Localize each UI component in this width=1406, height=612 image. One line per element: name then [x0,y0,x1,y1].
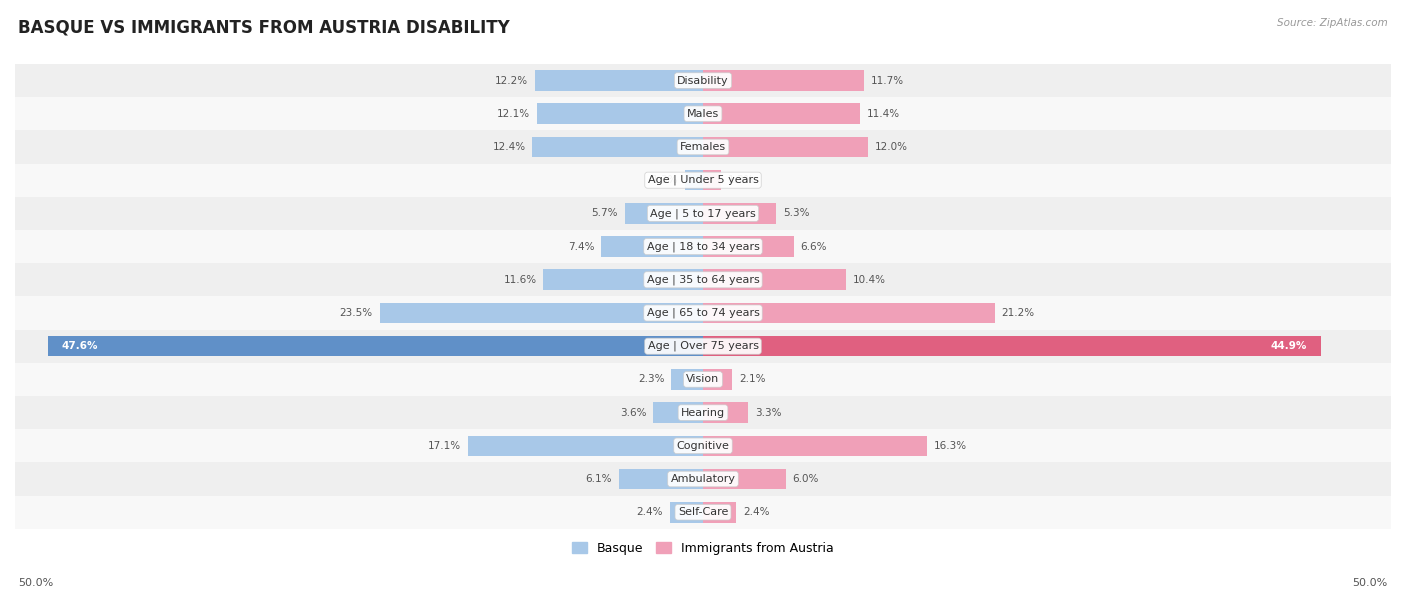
Bar [703,203,776,223]
Text: 12.4%: 12.4% [492,142,526,152]
Text: Age | Over 75 years: Age | Over 75 years [648,341,758,351]
Text: Females: Females [681,142,725,152]
Text: BASQUE VS IMMIGRANTS FROM AUSTRIA DISABILITY: BASQUE VS IMMIGRANTS FROM AUSTRIA DISABI… [18,18,510,36]
Bar [619,469,703,490]
Bar [0,396,1406,429]
Text: Vision: Vision [686,375,720,384]
Bar [543,269,703,290]
Bar [703,103,860,124]
Bar [703,70,865,91]
Bar [685,170,703,190]
Text: Males: Males [688,109,718,119]
Bar [0,163,1406,197]
Text: 11.7%: 11.7% [870,75,904,86]
Bar [703,170,721,190]
Bar [536,70,703,91]
Bar [380,303,703,323]
Text: 11.4%: 11.4% [866,109,900,119]
Text: 2.3%: 2.3% [638,375,665,384]
Text: Age | 35 to 64 years: Age | 35 to 64 years [647,275,759,285]
Bar [703,436,928,456]
Bar [0,263,1406,296]
Text: 6.6%: 6.6% [800,242,827,252]
Text: Age | 5 to 17 years: Age | 5 to 17 years [650,208,756,218]
Text: Ambulatory: Ambulatory [671,474,735,484]
Text: Source: ZipAtlas.com: Source: ZipAtlas.com [1277,18,1388,28]
Bar [624,203,703,223]
Bar [0,330,1406,363]
Text: Self-Care: Self-Care [678,507,728,517]
Text: Age | 65 to 74 years: Age | 65 to 74 years [647,308,759,318]
Bar [602,236,703,257]
Text: 17.1%: 17.1% [427,441,461,451]
Text: 3.3%: 3.3% [755,408,782,417]
Text: 6.0%: 6.0% [793,474,818,484]
Bar [0,230,1406,263]
Text: 47.6%: 47.6% [62,341,98,351]
Bar [48,336,703,357]
Text: 50.0%: 50.0% [1353,578,1388,588]
Bar [0,197,1406,230]
Text: 2.4%: 2.4% [742,507,769,517]
Bar [0,296,1406,330]
Text: 5.7%: 5.7% [591,208,617,218]
Bar [0,429,1406,463]
Bar [0,463,1406,496]
Bar [671,369,703,390]
Bar [654,402,703,423]
Bar [533,136,703,157]
Bar [0,496,1406,529]
Bar [703,303,994,323]
Text: 11.6%: 11.6% [503,275,537,285]
Text: Age | Under 5 years: Age | Under 5 years [648,175,758,185]
Text: Cognitive: Cognitive [676,441,730,451]
Text: 21.2%: 21.2% [1001,308,1035,318]
Text: 2.1%: 2.1% [738,375,765,384]
Bar [671,502,703,523]
Text: 44.9%: 44.9% [1271,341,1308,351]
Bar [703,336,1320,357]
Text: 5.3%: 5.3% [783,208,810,218]
Text: Disability: Disability [678,75,728,86]
Bar [703,502,735,523]
Bar [703,269,846,290]
Text: 23.5%: 23.5% [340,308,373,318]
Text: 12.1%: 12.1% [496,109,530,119]
Bar [0,97,1406,130]
Text: 3.6%: 3.6% [620,408,647,417]
Text: 1.3%: 1.3% [652,175,678,185]
Text: 6.1%: 6.1% [586,474,612,484]
Bar [703,469,786,490]
Text: Hearing: Hearing [681,408,725,417]
Bar [703,402,748,423]
Legend: Basque, Immigrants from Austria: Basque, Immigrants from Austria [567,537,839,560]
Text: 2.4%: 2.4% [637,507,664,517]
Bar [537,103,703,124]
Bar [0,64,1406,97]
Text: Age | 18 to 34 years: Age | 18 to 34 years [647,241,759,252]
Bar [703,236,794,257]
Bar [703,136,868,157]
Text: 12.0%: 12.0% [875,142,908,152]
Bar [0,363,1406,396]
Text: 50.0%: 50.0% [18,578,53,588]
Bar [0,130,1406,163]
Text: 12.2%: 12.2% [495,75,529,86]
Bar [468,436,703,456]
Text: 16.3%: 16.3% [934,441,967,451]
Text: 1.3%: 1.3% [728,175,754,185]
Bar [703,369,733,390]
Text: 7.4%: 7.4% [568,242,595,252]
Text: 10.4%: 10.4% [853,275,886,285]
